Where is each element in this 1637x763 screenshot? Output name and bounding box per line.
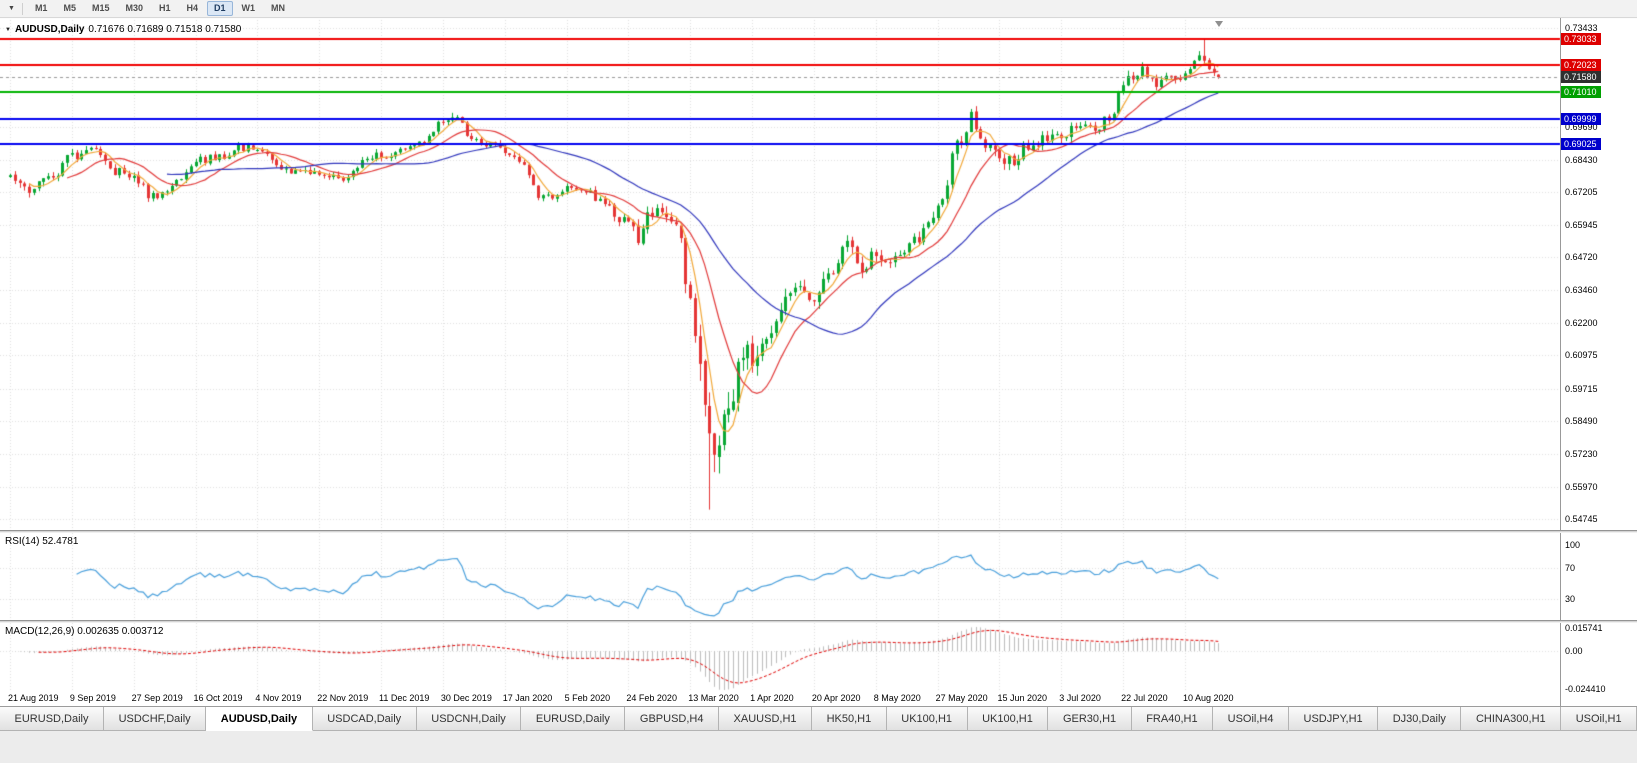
tab-ger30-h1[interactable]: GER30,H1 [1048, 707, 1132, 731]
chart-tabs-bar: EURUSD,Daily USDCHF,Daily AUDUSD,Daily USDC… [0, 706, 1637, 731]
time-axis[interactable] [0, 692, 1560, 706]
tab-uk100-h1[interactable]: UK100,H1 [967, 707, 1049, 731]
tab-dj30-daily[interactable]: DJ30,Daily [1378, 707, 1462, 731]
tab-eurusd-daily[interactable]: EURUSD,Daily [0, 707, 105, 731]
toolbar-separator [21, 2, 23, 15]
tab-china300-h1[interactable]: CHINA300,H1 [1461, 707, 1562, 731]
timeframe-toolbar: ▼ M1 M5 M15 M30 H1 H4 D1 W1 MN [0, 0, 1637, 18]
price-axis[interactable] [1561, 18, 1637, 706]
bottom-filler [0, 731, 1637, 763]
tab-usdjpy-h1[interactable]: USDJPY,H1 [1289, 707, 1379, 731]
tab-audusd-daily[interactable]: AUDUSD,Daily [206, 707, 313, 731]
pane-separator-rsi[interactable] [0, 530, 1637, 533]
timeframe-buttons: M1 M5 M15 M30 H1 H4 D1 W1 MN [28, 1, 294, 16]
timeframe-button-w1[interactable]: W1 [241, 3, 256, 13]
tab-fra40-h1[interactable]: FRA40,H1 [1131, 707, 1214, 731]
timeframe-button-h4[interactable]: H4 [186, 3, 199, 13]
tab-usdchf-daily[interactable]: USDCHF,Daily [104, 707, 207, 731]
timeframe-button-m1[interactable]: M1 [34, 3, 48, 13]
timeframe-button-m30[interactable]: M30 [125, 3, 143, 13]
tab-eurusd-daily[interactable]: EURUSD,Daily [521, 707, 626, 731]
tab-hk50-h1[interactable]: HK50,H1 [812, 707, 887, 731]
timeframe-button-d1[interactable]: D1 [207, 1, 233, 16]
tab-usdcnh-daily[interactable]: USDCNH,Daily [416, 707, 522, 731]
timeframe-button-mn[interactable]: MN [271, 3, 286, 13]
chart-dropdown-icon[interactable]: ▼ [8, 5, 15, 12]
price-chart-canvas[interactable] [0, 0, 1637, 706]
tab-uk100-h1[interactable]: UK100,H1 [886, 707, 968, 731]
tab-usdcad-daily[interactable]: USDCAD,Daily [312, 707, 417, 731]
tab-gbpusd-h4[interactable]: GBPUSD,H4 [625, 707, 720, 731]
tab-usoil-h4[interactable]: USOil,H4 [1213, 707, 1289, 731]
timeframe-button-m15[interactable]: M15 [91, 3, 110, 13]
tab-usoil-h1[interactable]: USOil,H1 [1561, 707, 1637, 731]
timeframe-button-h1[interactable]: H1 [159, 3, 171, 13]
price-axis-border [1560, 18, 1561, 706]
timeframe-button-m5[interactable]: M5 [63, 3, 76, 13]
pane-separator-macd[interactable] [0, 620, 1637, 623]
tab-xauusd-h1[interactable]: XAUUSD,H1 [719, 707, 813, 731]
